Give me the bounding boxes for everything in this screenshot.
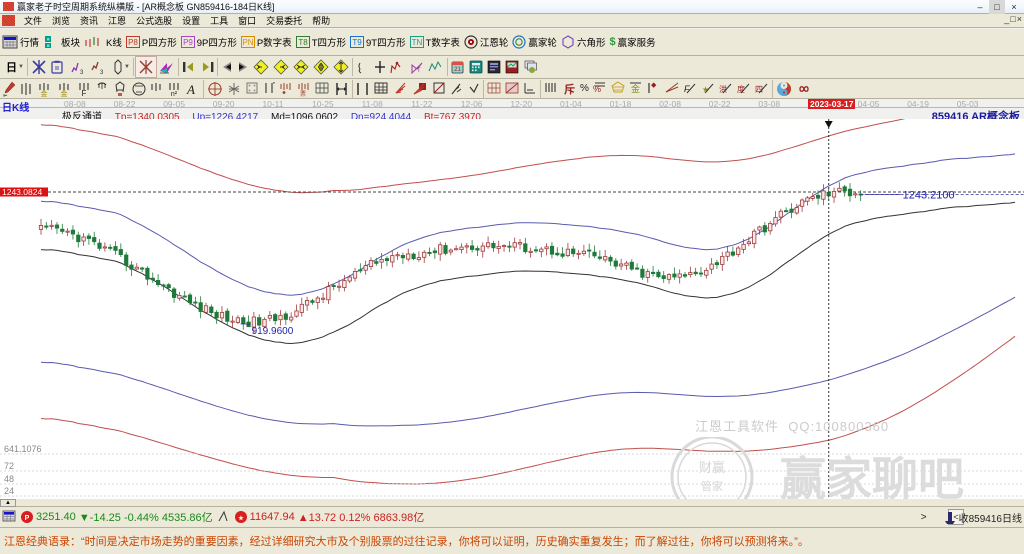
svg-text:财赢: 财赢 [699, 460, 725, 475]
svg-text:48: 48 [4, 474, 14, 484]
svg-text:919.9600: 919.9600 [252, 326, 294, 337]
svg-text:72: 72 [4, 461, 14, 471]
svg-text:P8: P8 [128, 38, 138, 47]
svg-text:金: 金 [631, 83, 640, 94]
svg-text:金: 金 [41, 89, 48, 97]
svg-text:n²: n² [171, 91, 178, 97]
svg-text:1243.2100: 1243.2100 [903, 189, 955, 201]
svg-text:3: 3 [100, 70, 104, 75]
svg-text:TN: TN [411, 38, 422, 47]
svg-text:P: P [25, 515, 30, 522]
svg-text:24: 24 [4, 486, 14, 496]
svg-text:P9: P9 [183, 38, 193, 47]
svg-text:管家: 管家 [701, 479, 723, 493]
svg-text:赢家聊吧: 赢家聊吧 [780, 453, 964, 499]
svg-text:T8: T8 [298, 38, 308, 47]
svg-text:票: 票 [300, 91, 306, 97]
svg-text:◆: ◆ [651, 82, 657, 89]
svg-text:F: F [82, 89, 87, 97]
svg-text:PN: PN [242, 38, 253, 47]
svg-text:T: T [417, 68, 421, 74]
svg-text:1243.0824: 1243.0824 [2, 187, 42, 197]
svg-text:金: 金 [61, 89, 68, 97]
svg-text:641.1076: 641.1076 [4, 444, 42, 454]
svg-text:斥: 斥 [564, 82, 575, 96]
svg-text:3: 3 [80, 70, 84, 75]
svg-text:A: A [186, 82, 195, 97]
svg-text:21: 21 [454, 67, 461, 73]
svg-text:T9: T9 [352, 38, 362, 47]
svg-text:": " [273, 82, 275, 89]
svg-text:★: ★ [238, 515, 244, 522]
